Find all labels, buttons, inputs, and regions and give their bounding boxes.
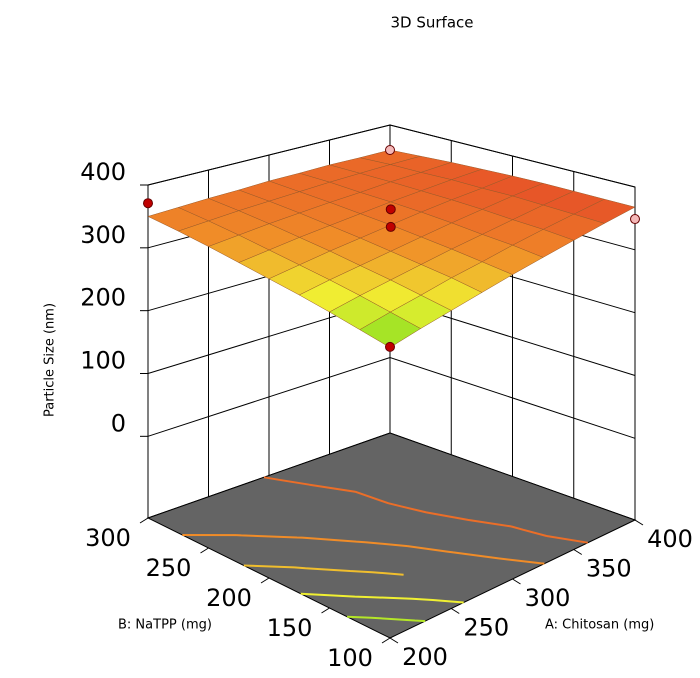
contour-line (263, 476, 588, 544)
surface-cell (359, 311, 422, 348)
x-tick-label: 250 (463, 614, 509, 642)
x-tick (512, 578, 521, 585)
x-tick-label: 200 (402, 643, 448, 671)
x-tick (573, 549, 583, 555)
z-axis-label: Particle Size (nm) (43, 303, 58, 417)
contour-line (347, 615, 426, 623)
y-tick (139, 517, 149, 524)
x-tick (634, 519, 644, 526)
design-point (385, 221, 396, 232)
chart-title: 3D Surface (390, 14, 473, 32)
contour-line (182, 534, 545, 565)
y-axis-label: B: NaTPP (mg) (118, 618, 212, 633)
design-point (385, 144, 395, 155)
x-tick (450, 608, 460, 614)
z-tick-label: 100 (80, 346, 126, 374)
grid-line (147, 356, 636, 439)
x-tick-label: 400 (647, 525, 693, 553)
z-tick-label: 0 (111, 409, 126, 437)
design-point (630, 214, 640, 225)
contour-line (300, 592, 464, 604)
z-tick-label: 200 (80, 284, 126, 312)
y-tick-label: 250 (146, 554, 192, 582)
x-tick-label: 300 (525, 584, 571, 612)
x-tick-label: 350 (586, 555, 632, 583)
contour-line (243, 564, 404, 576)
y-tick (200, 547, 209, 554)
y-tick-label: 200 (206, 584, 252, 612)
y-tick (260, 577, 270, 584)
y-tick-label: 150 (267, 614, 313, 642)
x-tick (389, 637, 399, 644)
plot-area: 0 100 200 300 400 200 250 300 350 400 100 150 200 250… (80, 124, 693, 672)
x-axis-label: A: Chitosan (mg) (545, 618, 654, 633)
design-point (385, 341, 395, 352)
y-tick (321, 607, 330, 614)
z-tick-label: 300 (80, 221, 126, 249)
floor (146, 432, 637, 639)
y-tick-label: 100 (327, 644, 373, 672)
y-tick (381, 637, 391, 644)
y-tick-label: 300 (85, 524, 131, 552)
design-point (143, 198, 153, 209)
z-tick-label: 400 (80, 158, 126, 186)
design-point (385, 204, 396, 215)
